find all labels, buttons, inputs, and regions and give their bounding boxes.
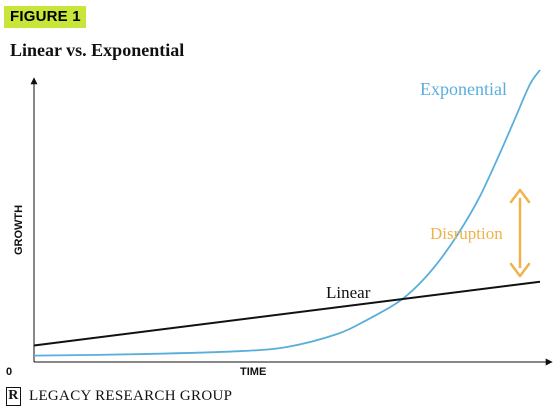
disruption-arrow-up-icon	[509, 188, 531, 204]
series-label-linear: Linear	[326, 283, 371, 302]
series-line-exponential	[33, 69, 541, 357]
chart-title: Linear vs. Exponential	[10, 40, 185, 60]
series-label-exponential: Exponential	[420, 79, 507, 99]
footer-text: LEGACY RESEARCH GROUP	[29, 387, 233, 404]
disruption-arrow-down-icon	[509, 262, 531, 278]
disruption-label: Disruption	[430, 224, 503, 243]
series-line-linear	[33, 280, 541, 347]
logo-icon: R	[6, 386, 21, 406]
origin-label: 0	[6, 366, 12, 378]
figure-label: FIGURE 1	[4, 6, 86, 28]
y-axis-label: GROWTH	[13, 205, 25, 255]
footer: R LEGACY RESEARCH GROUP	[6, 385, 232, 407]
x-axis-label: TIME	[240, 366, 266, 378]
